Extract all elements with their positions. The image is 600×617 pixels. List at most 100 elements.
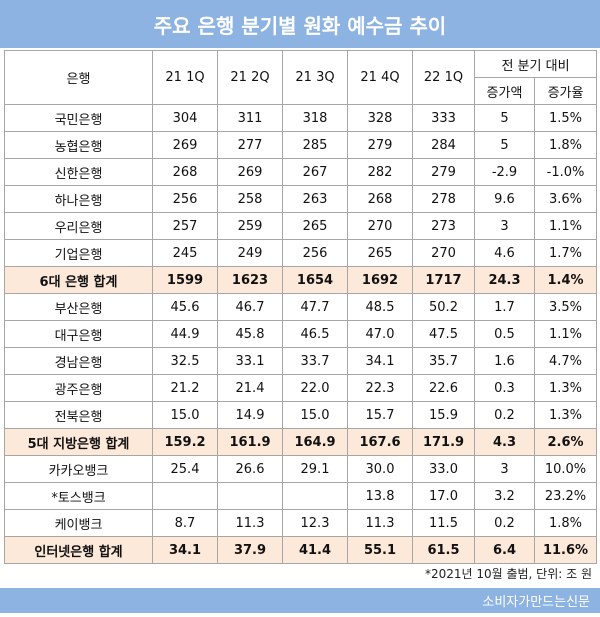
cell: 0.5 bbox=[474, 320, 535, 348]
row-label: *토스뱅크 bbox=[4, 482, 153, 510]
cell: 171.9 bbox=[412, 428, 475, 456]
cell: 3.5% bbox=[533, 293, 598, 321]
cell: 55.1 bbox=[347, 536, 413, 564]
cell: 4.3 bbox=[474, 428, 535, 456]
cell: 333 bbox=[412, 104, 475, 132]
cell: 48.5 bbox=[347, 293, 413, 321]
data-row: 농협은행 269 277 285 279 284 5 1.8% bbox=[4, 131, 598, 159]
data-row: 기업은행 245 249 256 265 270 4.6 1.7% bbox=[4, 239, 598, 267]
cell: 268 bbox=[347, 185, 413, 213]
row-label: 우리은행 bbox=[4, 212, 153, 240]
cell: 15.0 bbox=[282, 401, 348, 429]
cell: 44.9 bbox=[152, 320, 218, 348]
total-row: 인터넷은행 합계 34.1 37.9 41.4 55.1 61.5 6.4 11.6% bbox=[4, 536, 598, 564]
cell: -1.0% bbox=[533, 158, 598, 186]
cell: 1599 bbox=[152, 266, 218, 294]
cell: 311 bbox=[217, 104, 283, 132]
cell: 278 bbox=[412, 185, 475, 213]
cell bbox=[217, 482, 283, 510]
cell: 33.7 bbox=[282, 347, 348, 375]
data-row: 전북은행 15.0 14.9 15.0 15.7 15.9 0.2 1.3% bbox=[4, 401, 598, 429]
header-row: 은행 21 1Q 21 2Q 21 3Q 21 4Q 22 1Q 전 분기 대비 bbox=[4, 50, 598, 105]
cell: 277 bbox=[217, 131, 283, 159]
data-row: *토스뱅크 13.8 17.0 3.2 23.2% bbox=[4, 482, 598, 510]
cell: 35.7 bbox=[412, 347, 475, 375]
cell: 164.9 bbox=[282, 428, 348, 456]
cell: 5 bbox=[474, 104, 535, 132]
cell: 33.1 bbox=[217, 347, 283, 375]
cell bbox=[152, 482, 218, 510]
column-header: 22 1Q bbox=[412, 50, 475, 105]
cell: 22.6 bbox=[412, 374, 475, 402]
cell: 279 bbox=[412, 158, 475, 186]
cell: 2.6% bbox=[533, 428, 598, 456]
cell: 249 bbox=[217, 239, 283, 267]
cell: 161.9 bbox=[217, 428, 283, 456]
cell: 25.4 bbox=[152, 455, 218, 483]
row-label: 광주은행 bbox=[4, 374, 153, 402]
cell: 285 bbox=[282, 131, 348, 159]
cell: 1.7 bbox=[474, 293, 535, 321]
cell: 13.8 bbox=[347, 482, 413, 510]
cell: 282 bbox=[347, 158, 413, 186]
cell: 15.9 bbox=[412, 401, 475, 429]
cell: 279 bbox=[347, 131, 413, 159]
cell: 1.7% bbox=[533, 239, 598, 267]
row-label: 카카오뱅크 bbox=[4, 455, 153, 483]
cell: 41.4 bbox=[282, 536, 348, 564]
cell: 265 bbox=[282, 212, 348, 240]
cell: 33.0 bbox=[412, 455, 475, 483]
cell: 3 bbox=[474, 212, 535, 240]
row-label: 기업은행 bbox=[4, 239, 153, 267]
cell: 3.6% bbox=[533, 185, 598, 213]
cell: 24.3 bbox=[474, 266, 535, 294]
column-header: 21 4Q bbox=[347, 50, 413, 105]
cell: 1.6 bbox=[474, 347, 535, 375]
data-row: 케이뱅크 8.7 11.3 12.3 11.3 11.5 0.2 1.8% bbox=[4, 509, 598, 537]
row-label: 케이뱅크 bbox=[4, 509, 153, 537]
cell: 21.2 bbox=[152, 374, 218, 402]
row-label: 경남은행 bbox=[4, 347, 153, 375]
cell: 1692 bbox=[347, 266, 413, 294]
cell: 318 bbox=[282, 104, 348, 132]
data-row: 부산은행 45.6 46.7 47.7 48.5 50.2 1.7 3.5% bbox=[4, 293, 598, 321]
row-label: 부산은행 bbox=[4, 293, 153, 321]
cell: 1.8% bbox=[533, 131, 598, 159]
cell: 270 bbox=[412, 239, 475, 267]
row-label: 농협은행 bbox=[4, 131, 153, 159]
cell: 50.2 bbox=[412, 293, 475, 321]
cell: 47.0 bbox=[347, 320, 413, 348]
cell: 3 bbox=[474, 455, 535, 483]
cell: 15.0 bbox=[152, 401, 218, 429]
cell: 3.2 bbox=[474, 482, 535, 510]
cell: 1.5% bbox=[533, 104, 598, 132]
data-row: 신한은행 268 269 267 282 279 -2.9 -1.0% bbox=[4, 158, 598, 186]
cell: 0.3 bbox=[474, 374, 535, 402]
column-header: 은행 bbox=[4, 50, 153, 105]
cell: 259 bbox=[217, 212, 283, 240]
cell: 1654 bbox=[282, 266, 348, 294]
cell: 256 bbox=[152, 185, 218, 213]
table-header: 은행 21 1Q 21 2Q 21 3Q 21 4Q 22 1Q 전 분기 대비 증가액 증가율 bbox=[4, 50, 598, 105]
cell: 11.5 bbox=[412, 509, 475, 537]
row-label: 대구은행 bbox=[4, 320, 153, 348]
cell: 22.3 bbox=[347, 374, 413, 402]
cell: 1.3% bbox=[533, 401, 598, 429]
cell: 34.1 bbox=[347, 347, 413, 375]
data-row: 대구은행 44.9 45.8 46.5 47.0 47.5 0.5 1.1% bbox=[4, 320, 598, 348]
cell: 45.6 bbox=[152, 293, 218, 321]
cell: 37.9 bbox=[217, 536, 283, 564]
cell: 29.1 bbox=[282, 455, 348, 483]
data-row: 하나은행 256 258 263 268 278 9.6 3.6% bbox=[4, 185, 598, 213]
cell: 1.1% bbox=[533, 320, 598, 348]
table-body: 국민은행 304 311 318 328 333 5 1.5% 농협은행 269 277 285 279… bbox=[4, 104, 598, 564]
cell: 9.6 bbox=[474, 185, 535, 213]
cell: 265 bbox=[347, 239, 413, 267]
column-header: 21 2Q bbox=[217, 50, 283, 105]
cell: 10.0% bbox=[533, 455, 598, 483]
cell: 268 bbox=[152, 158, 218, 186]
data-row: 우리은행 257 259 265 270 273 3 1.1% bbox=[4, 212, 598, 240]
cell: 47.5 bbox=[412, 320, 475, 348]
cell: 269 bbox=[152, 131, 218, 159]
